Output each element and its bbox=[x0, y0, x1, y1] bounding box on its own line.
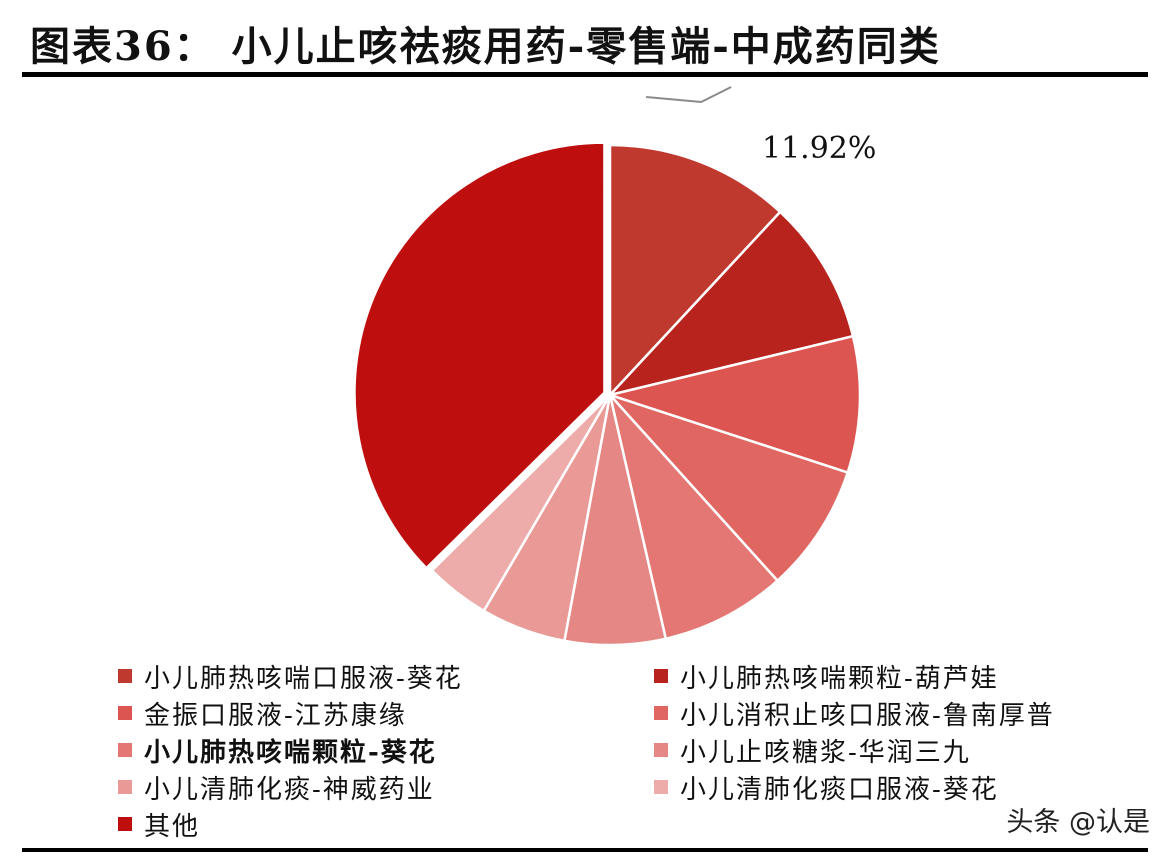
legend-swatch bbox=[654, 780, 668, 794]
pie-slice-8 bbox=[353, 141, 606, 570]
data-label: 11.92% bbox=[762, 131, 876, 166]
legend-swatch bbox=[118, 817, 132, 831]
legend-label: 金振口服液-江苏康缘 bbox=[144, 700, 407, 731]
legend-swatch bbox=[118, 706, 132, 720]
pie-slice-2 bbox=[605, 334, 862, 475]
legend-item: 其他 bbox=[118, 806, 654, 842]
legend-label: 小儿消积止咳口服液-鲁南厚普 bbox=[680, 700, 1055, 731]
legend-item: 小儿清肺化痰口服液-葵花 bbox=[654, 769, 1128, 805]
legend-label: 小儿肺热咳喘颗粒-葵花 bbox=[144, 737, 437, 768]
legend-item: 小儿肺热咳喘颗粒-葵花 bbox=[118, 732, 654, 768]
chart-title: 图表36： 小儿止咳祛痰用药-零售端-中成药同类 bbox=[30, 23, 941, 70]
pie-slice-7 bbox=[430, 394, 612, 613]
legend-label: 小儿清肺化痰-神威药业 bbox=[144, 774, 435, 805]
legend-item: 小儿消积止咳口服液-鲁南厚普 bbox=[654, 695, 1128, 731]
legend-label: 其他 bbox=[144, 811, 201, 842]
legend-swatch bbox=[654, 669, 668, 683]
legend-item: 小儿肺热咳喘颗粒-葫芦娃 bbox=[654, 658, 1128, 694]
legend-item: 小儿止咳糖浆-华润三九 bbox=[654, 732, 1128, 768]
legend-item: 金振口服液-江苏康缘 bbox=[118, 695, 654, 731]
bottom-rule bbox=[22, 848, 1148, 852]
pie-slice-1 bbox=[606, 210, 855, 398]
pie-slice-3 bbox=[605, 392, 850, 583]
legend-label: 小儿肺热咳喘口服液-葵花 bbox=[144, 663, 463, 694]
data-label-leader-line bbox=[646, 86, 732, 104]
legend-label: 小儿止咳糖浆-华润三九 bbox=[680, 737, 971, 768]
pie-slice-0 bbox=[608, 143, 782, 399]
title-rule bbox=[22, 72, 1148, 77]
legend-swatch bbox=[118, 669, 132, 683]
legend-swatch bbox=[654, 743, 668, 757]
chart-legend: 小儿肺热咳喘口服液-葵花 小儿肺热咳喘颗粒-葫芦娃金振口服液-江苏康缘 小儿消积止咳… bbox=[118, 658, 1128, 842]
legend-label: 小儿肺热咳喘颗粒-葫芦娃 bbox=[680, 663, 999, 694]
legend-item: 小儿清肺化痰-神威药业 bbox=[118, 769, 654, 805]
watermark-text: 头条 @认是 bbox=[1006, 807, 1150, 838]
legend-swatch bbox=[118, 780, 132, 794]
legend-item: 小儿肺热咳喘口服液-葵花 bbox=[118, 658, 654, 694]
legend-swatch bbox=[654, 706, 668, 720]
legend-label: 小儿清肺化痰口服液-葵花 bbox=[680, 774, 999, 805]
pie-chart: 11.92% bbox=[353, 86, 876, 647]
legend-swatch bbox=[118, 743, 132, 757]
